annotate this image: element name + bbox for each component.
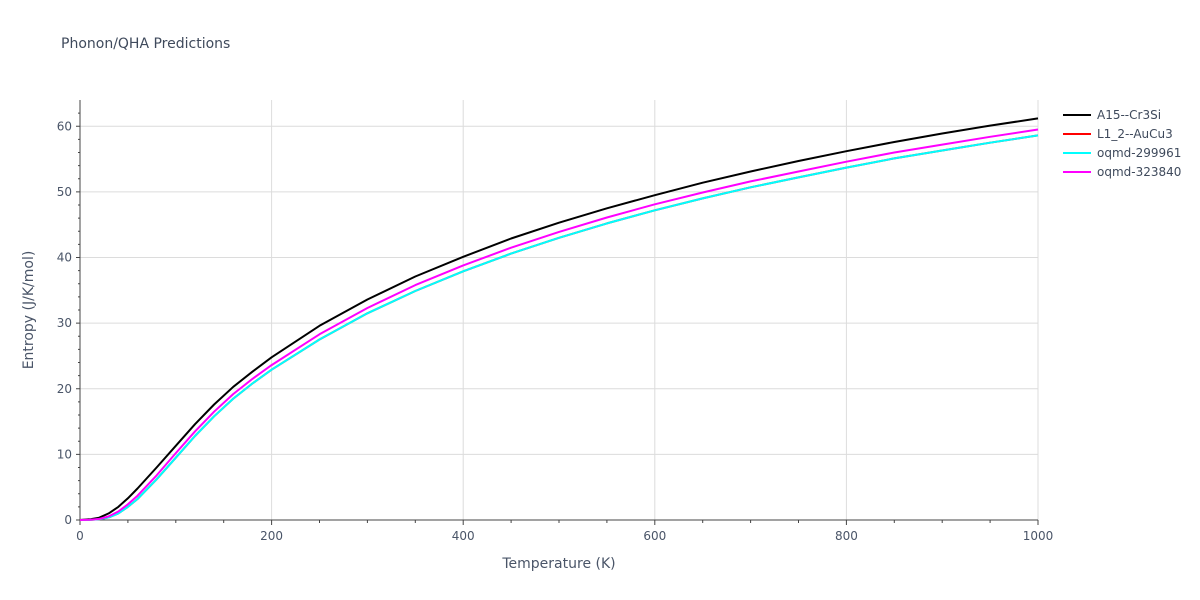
y-axis-title: Entropy (J/K/mol) — [21, 251, 37, 370]
y-tick-label: 60 — [57, 119, 72, 133]
y-tick-label: 50 — [57, 185, 72, 199]
gridlines — [80, 100, 1039, 520]
y-tick-label: 20 — [57, 382, 72, 396]
legend-label: A15--Cr3Si — [1097, 108, 1161, 122]
axes — [76, 100, 1039, 525]
x-tick-label: 200 — [260, 529, 283, 543]
x-tick-label: 1000 — [1023, 529, 1054, 543]
x-tick-label: 400 — [452, 529, 475, 543]
legend-label: L1_2--AuCu3 — [1097, 127, 1173, 141]
y-tick-label: 40 — [57, 251, 72, 265]
legend-item[interactable]: oqmd-299961 — [1063, 146, 1181, 160]
series-line-L1_2--AuCu3 — [79, 134, 1039, 521]
series-line-A15--Cr3Si — [79, 117, 1039, 521]
y-tick-label: 30 — [57, 316, 72, 330]
x-tick-label: 800 — [835, 529, 858, 543]
series-lines — [79, 117, 1039, 521]
legend-label: oqmd-323840 — [1097, 165, 1181, 179]
x-axis-title: Temperature (K) — [501, 556, 615, 572]
series-line-oqmd-323840 — [79, 128, 1039, 521]
legend-item[interactable]: A15--Cr3Si — [1063, 108, 1161, 122]
legend-label: oqmd-299961 — [1097, 146, 1181, 160]
y-tick-label: 0 — [64, 513, 72, 527]
x-tick-label: 0 — [76, 529, 84, 543]
x-tick-label: 600 — [643, 529, 666, 543]
legend-item[interactable]: L1_2--AuCu3 — [1063, 127, 1173, 141]
y-tick-label: 10 — [57, 447, 72, 461]
chart-title: Phonon/QHA Predictions — [61, 36, 231, 52]
series-line-oqmd-299961 — [79, 134, 1039, 521]
legend[interactable]: A15--Cr3Si L1_2--AuCu3 oqmd-299961 oqmd-323… — [1063, 108, 1181, 179]
legend-item[interactable]: oqmd-323840 — [1063, 165, 1181, 179]
